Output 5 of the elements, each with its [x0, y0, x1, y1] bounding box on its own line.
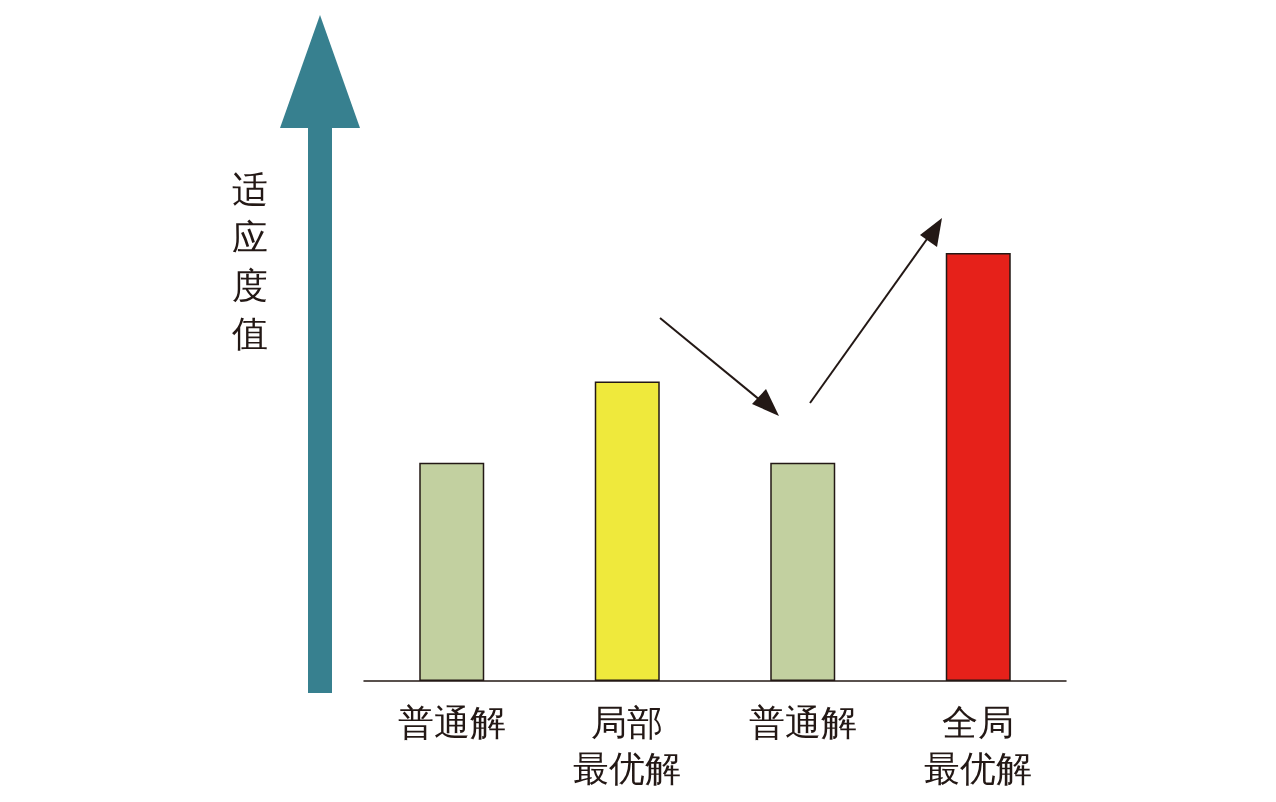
x-tick-label: 普通解: [397, 701, 506, 743]
y-axis-title: 适应度值: [232, 168, 268, 354]
x-tick-label: 全局最优解: [924, 701, 1033, 789]
x-tick-label: 局部最优解: [573, 701, 682, 789]
x-tick-label: 普通解: [748, 701, 857, 743]
